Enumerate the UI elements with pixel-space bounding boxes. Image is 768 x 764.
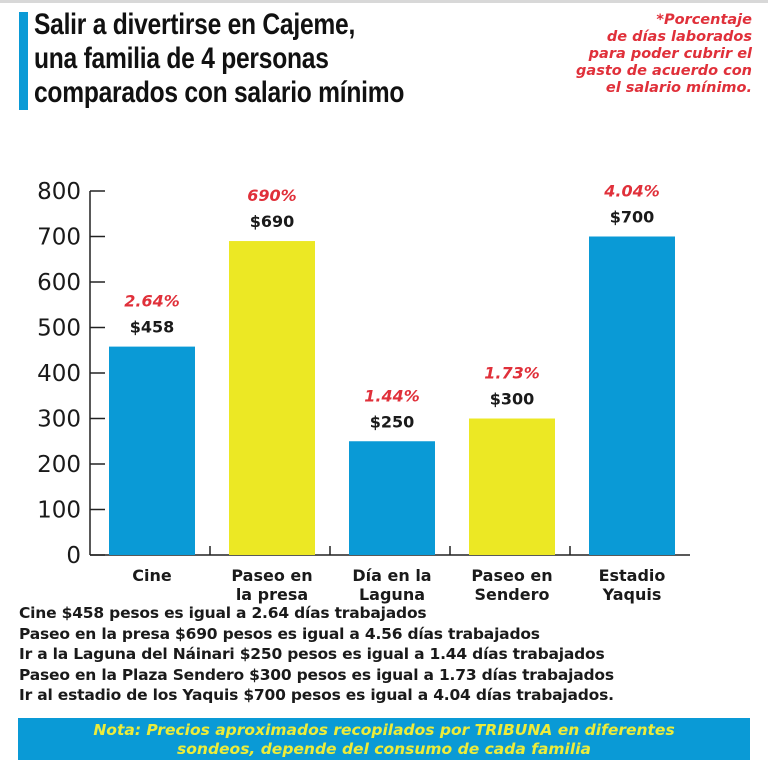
bar-percent-label: 1.73% (484, 364, 540, 383)
bar-value-label: $458 (130, 318, 175, 337)
y-tick-label: 500 (37, 316, 81, 342)
title-line: comparados con salario mínimo (34, 76, 405, 109)
y-tick-label: 400 (37, 361, 81, 387)
description-line: Paseo en la Plaza Sendero $300 pesos es … (19, 665, 614, 684)
note-line: Nota: Precios aproximados recopilados po… (93, 721, 675, 739)
bar-value-label: $300 (490, 390, 535, 409)
bar (109, 346, 195, 555)
y-tick-label: 800 (37, 179, 81, 205)
description-line: Cine $458 pesos es igual a 2.64 días tra… (19, 604, 427, 622)
bar (589, 236, 675, 555)
x-category-label: Cine (132, 566, 172, 585)
description-line: Ir a la Laguna del Náinari $250 pesos es… (19, 645, 605, 663)
bar (229, 241, 315, 556)
top-border (0, 0, 768, 3)
footnote-line: *Porcentaje (656, 12, 752, 28)
title-accent-bar (19, 12, 28, 110)
note-line: sondeos, depende del consumo de cada fam… (177, 740, 591, 758)
footnote-line: de días laborados (606, 29, 752, 45)
x-category-label: Paseo en (471, 566, 552, 585)
chart-title: Salir a divertirse en Cajeme, una famili… (34, 8, 404, 110)
bar-percent-label: 690% (247, 186, 296, 205)
x-category-label: Laguna (359, 585, 425, 604)
y-tick-label: 600 (37, 270, 81, 296)
bar (349, 441, 435, 555)
x-category-label: Estadio (599, 566, 666, 585)
percentage-footnote: *Porcentaje de días laborados para poder… (492, 12, 752, 97)
title-line: una familia de 4 personas (34, 42, 329, 75)
description-list: Cine $458 pesos es igual a 2.64 días tra… (19, 603, 614, 706)
footnote-line: para poder cubrir el (588, 46, 752, 62)
bar (469, 418, 555, 555)
bar-value-label: $690 (250, 212, 295, 231)
x-category-label: Paseo en (231, 566, 312, 585)
x-category-label: Día en la (352, 566, 431, 585)
bar-percent-label: 4.04% (603, 182, 660, 201)
y-tick-label: 300 (37, 407, 81, 433)
y-tick-label: 0 (66, 543, 81, 569)
description-line: Paseo en la presa $690 pesos es igual a … (19, 624, 540, 643)
footnote-line: gasto de acuerdo con (576, 63, 752, 79)
title-line: Salir a divertirse en Cajeme, (34, 8, 356, 41)
x-category-label: Yaquis (602, 585, 662, 604)
x-category-label: Sendero (475, 585, 550, 604)
description-line: Ir al estadio de los Yaquis $700 pesos e… (19, 686, 614, 704)
note-banner: Nota: Precios aproximados recopilados po… (18, 718, 750, 760)
bar-value-label: $250 (370, 412, 415, 431)
footnote-line: el salario mínimo. (605, 80, 752, 96)
bar-percent-label: 1.44% (364, 386, 420, 405)
bar-percent-label: 2.64% (124, 292, 180, 311)
x-category-label: la presa (236, 585, 308, 604)
y-tick-label: 700 (37, 225, 81, 251)
bar-value-label: $700 (610, 208, 655, 227)
y-tick-label: 100 (37, 498, 81, 524)
y-tick-label: 200 (37, 452, 81, 478)
